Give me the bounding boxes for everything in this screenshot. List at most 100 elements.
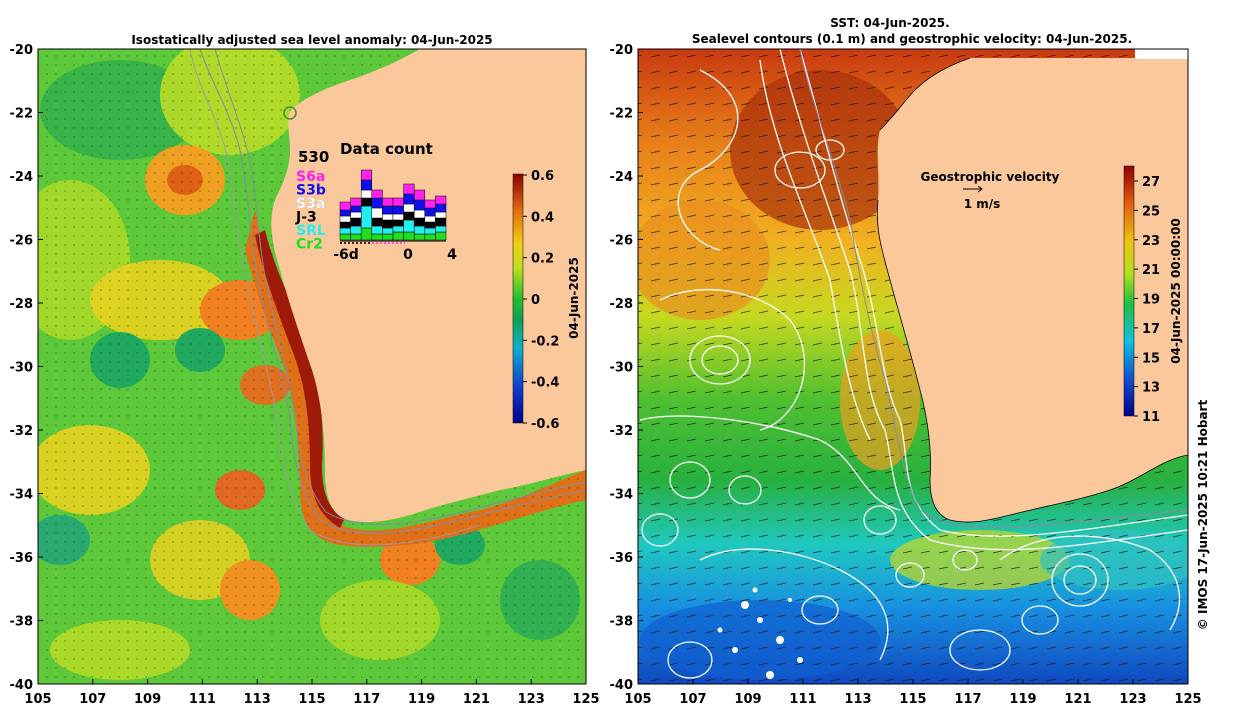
count-bar-segment: [339, 221, 351, 229]
latitude-tick-label: -28: [610, 297, 634, 312]
count-bar-segment: [371, 189, 383, 199]
count-bar-segment: [392, 219, 404, 227]
count-bar-segment: [360, 169, 373, 181]
count-bar-segment: [350, 233, 362, 241]
longitude-tick-label: 125: [1174, 692, 1201, 707]
data-count-title: Data count: [340, 140, 433, 158]
count-bar-segment: [360, 227, 373, 241]
latitude-tick-label: -32: [10, 424, 34, 439]
count-bar-segment: [403, 211, 415, 221]
sla-colorbar: 0.6 0.4 0.2 0 -0.2 -0.4 -0.6 04-Jun-2025: [512, 169, 581, 432]
count-bar-segment: [424, 207, 436, 217]
longitude-tick-label: 119: [1009, 692, 1036, 707]
latitude-tick-label: -30: [610, 361, 634, 376]
count-bar-segment: [350, 197, 362, 207]
count-bar-segment: [413, 209, 426, 219]
latitude-tick-label: -36: [610, 551, 634, 566]
latitude-tick-label: -24: [10, 170, 34, 185]
count-bar-segment: [392, 197, 404, 207]
count-bar-segment: [350, 205, 362, 213]
latitude-tick-label: -40: [610, 678, 634, 693]
sla-field: [38, 49, 586, 684]
data-count-bars: [339, 169, 447, 241]
colorbar-tick-label: 23: [1142, 234, 1160, 249]
colorbar-tick-label: 17: [1142, 322, 1160, 337]
colorbar-tick-label: 27: [1142, 175, 1160, 190]
colorbar-tick-label: 0.2: [531, 252, 554, 267]
latitude-tick-label: -28: [10, 297, 34, 312]
longitude-tick-label: 111: [789, 692, 816, 707]
count-bar-segment: [371, 233, 383, 241]
velocity-legend: Geostrophic velocity 1 m/s: [921, 170, 1060, 211]
count-bar-segment: [371, 217, 383, 227]
longitude-tick-label: 105: [24, 692, 51, 707]
count-bar-segment: [424, 221, 436, 229]
latitude-tick-label: -30: [10, 361, 34, 376]
colorbar-tick-label: 0: [531, 293, 540, 308]
count-bar-segment: [360, 179, 373, 191]
count-bar-segment: [413, 217, 426, 227]
count-x-tick: 4: [447, 247, 457, 263]
credit-text: © IMOS 17-Jun-2025 10:21 Hobart: [1196, 400, 1210, 631]
count-x-tick: -6d: [333, 247, 359, 263]
colorbar-tick-label: 11: [1142, 410, 1160, 425]
latitude-tick-label: -32: [610, 424, 634, 439]
longitude-tick-label: 117: [954, 692, 981, 707]
longitude-tick-label: 121: [1064, 692, 1091, 707]
longitude-tick-label: 107: [679, 692, 706, 707]
colorbar-tick-label: 25: [1142, 204, 1160, 219]
count-bar-segment: [413, 225, 426, 235]
longitude-tick-label: 123: [518, 692, 545, 707]
sst-latitude-axis: -20 -22 -24 -26 -28 -30 -32 -34 -36 -38 -40: [610, 43, 643, 693]
count-bar-segment: [371, 225, 383, 235]
longitude-tick-label: 113: [844, 692, 871, 707]
latitude-tick-label: -24: [610, 170, 634, 185]
count-bar-segment: [403, 203, 415, 213]
count-bar-segment: [382, 205, 394, 215]
count-x-tick: 0: [403, 247, 413, 263]
count-bar-segment: [360, 205, 373, 229]
satellite-legend-cr2: Cr2: [296, 237, 323, 253]
count-bar-segment: [382, 233, 394, 241]
colorbar-tick-label: 13: [1142, 381, 1160, 396]
count-bar-segment: [339, 209, 351, 217]
count-bar-segment: [392, 225, 404, 233]
sst-longitude-axis: 105 107 109 111 113 115 117 119 121 123 125: [624, 679, 1202, 707]
velocity-label: Geostrophic velocity: [921, 170, 1060, 184]
sst-title-line1: SST: 04-Jun-2025.: [830, 16, 949, 30]
longitude-tick-label: 115: [298, 692, 325, 707]
colorbar-tick-label: 19: [1142, 293, 1160, 308]
count-bar-segment: [339, 233, 351, 241]
satellite-legend-s3b: S3b: [296, 183, 326, 199]
count-bar-segment: [339, 215, 351, 223]
longitude-tick-label: 125: [572, 692, 599, 707]
sla-map-panel: Isostatically adjusted sea level anomaly…: [10, 33, 600, 707]
colorbar-tick-label: -0.4: [531, 376, 559, 391]
latitude-tick-label: -20: [610, 43, 634, 58]
count-bar-segment: [413, 189, 426, 201]
sla-colorbar-label: 04-Jun-2025: [567, 257, 581, 339]
longitude-tick-label: 115: [899, 692, 926, 707]
count-bar-segment: [350, 217, 362, 227]
sst-colorbar: 27 25 23 21 19 17 15 13 11 04-Jun-2025 00:00:00: [1123, 165, 1183, 425]
longitude-tick-label: 107: [79, 692, 106, 707]
count-bar-segment: [371, 197, 383, 209]
count-bar-segment: [360, 189, 373, 199]
count-bar-segment: [424, 199, 436, 209]
latitude-tick-label: -38: [10, 615, 34, 630]
colorbar-tick-label: 15: [1142, 351, 1160, 366]
data-count-max: 530: [298, 148, 329, 166]
sst-title-line2: Sealevel contours (0.1 m) and geostrophi…: [692, 32, 1132, 46]
count-bar-segment: [339, 201, 351, 211]
longitude-tick-label: 109: [134, 692, 161, 707]
count-bar-segment: [403, 219, 415, 233]
latitude-tick-label: -36: [10, 551, 34, 566]
count-bar-segment: [424, 215, 436, 223]
count-bar-segment: [435, 203, 447, 213]
colorbar-tick-label: -0.2: [531, 334, 559, 349]
latitude-tick-label: -40: [10, 678, 34, 693]
count-bar-segment: [382, 197, 394, 207]
sst-colorbar-label: 04-Jun-2025 00:00:00: [1169, 218, 1183, 363]
latitude-tick-label: -34: [10, 488, 34, 503]
